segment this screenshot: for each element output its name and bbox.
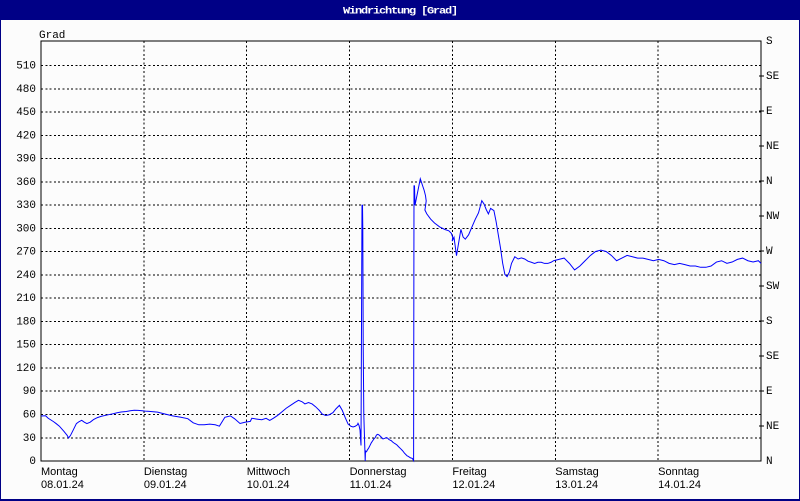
svg-text:Mittwoch: Mittwoch bbox=[247, 466, 290, 478]
svg-text:Sonntag: Sonntag bbox=[658, 466, 699, 478]
svg-text:W: W bbox=[766, 246, 773, 258]
svg-text:NW: NW bbox=[766, 211, 780, 223]
svg-text:390: 390 bbox=[16, 154, 36, 166]
svg-text:90: 90 bbox=[23, 386, 36, 398]
svg-text:SW: SW bbox=[766, 281, 780, 293]
svg-text:E: E bbox=[766, 386, 773, 398]
svg-text:480: 480 bbox=[16, 84, 36, 96]
svg-text:450: 450 bbox=[16, 107, 36, 119]
svg-text:SE: SE bbox=[766, 351, 780, 363]
svg-text:30: 30 bbox=[23, 433, 36, 445]
svg-text:SE: SE bbox=[766, 71, 780, 83]
svg-text:08.01.24: 08.01.24 bbox=[41, 479, 84, 491]
svg-text:E: E bbox=[766, 106, 773, 118]
svg-text:300: 300 bbox=[16, 223, 36, 235]
svg-text:150: 150 bbox=[16, 340, 36, 352]
svg-text:60: 60 bbox=[23, 410, 36, 422]
svg-text:14.01.24: 14.01.24 bbox=[658, 479, 701, 491]
svg-text:270: 270 bbox=[16, 247, 36, 259]
svg-text:N: N bbox=[766, 456, 773, 468]
svg-text:180: 180 bbox=[16, 316, 36, 328]
svg-text:Donnerstag: Donnerstag bbox=[350, 466, 407, 478]
svg-text:330: 330 bbox=[16, 200, 36, 212]
svg-text:S: S bbox=[766, 36, 773, 48]
svg-text:S: S bbox=[766, 316, 773, 328]
svg-text:Dienstag: Dienstag bbox=[144, 466, 187, 478]
svg-text:Grad: Grad bbox=[39, 30, 65, 42]
svg-text:210: 210 bbox=[16, 293, 36, 305]
svg-text:120: 120 bbox=[16, 363, 36, 375]
svg-text:510: 510 bbox=[16, 61, 36, 73]
svg-text:Montag: Montag bbox=[41, 466, 78, 478]
svg-text:Samstag: Samstag bbox=[555, 466, 598, 478]
svg-text:NE: NE bbox=[766, 141, 780, 153]
svg-text:13.01.24: 13.01.24 bbox=[555, 479, 598, 491]
svg-text:0: 0 bbox=[29, 456, 36, 468]
svg-text:12.01.24: 12.01.24 bbox=[452, 479, 495, 491]
svg-text:09.01.24: 09.01.24 bbox=[144, 479, 187, 491]
svg-text:420: 420 bbox=[16, 130, 36, 142]
svg-text:11.01.24: 11.01.24 bbox=[350, 479, 392, 491]
svg-text:240: 240 bbox=[16, 270, 36, 282]
svg-text:10.01.24: 10.01.24 bbox=[247, 479, 290, 491]
svg-text:360: 360 bbox=[16, 177, 36, 189]
svg-text:NE: NE bbox=[766, 421, 780, 433]
svg-text:N: N bbox=[766, 176, 773, 188]
svg-text:Freitag: Freitag bbox=[452, 466, 486, 478]
